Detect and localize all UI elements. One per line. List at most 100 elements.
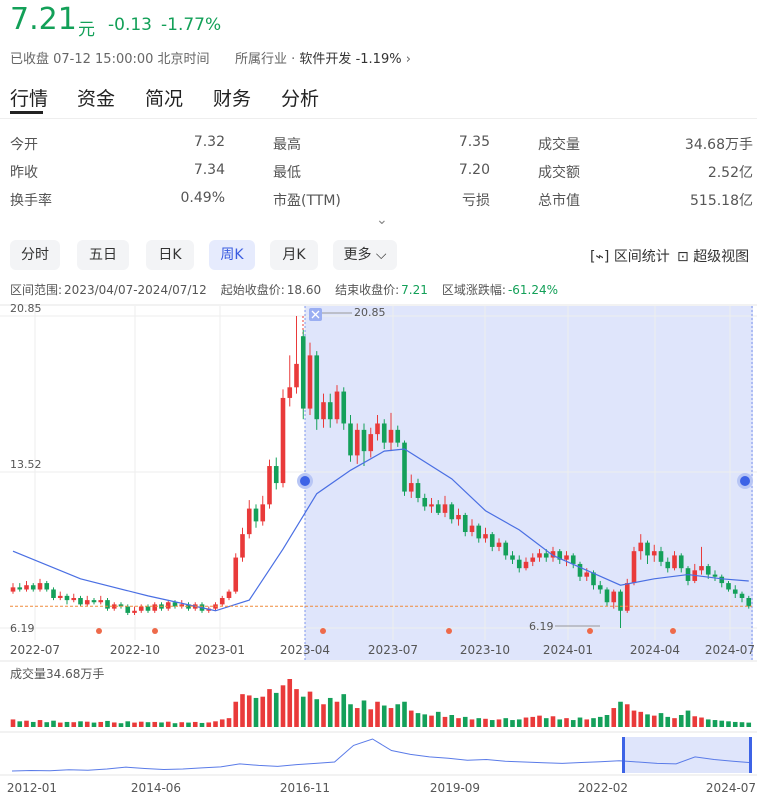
volume-bar: [442, 716, 448, 727]
volume-bar: [273, 692, 279, 727]
candle-body: [30, 585, 36, 590]
stat-label: 总市值: [538, 193, 580, 209]
candle-body: [260, 504, 266, 522]
volume-bar: [186, 722, 191, 727]
volume-bar: [631, 710, 637, 727]
volume-bar: [618, 701, 623, 727]
period-button[interactable]: 月K: [270, 240, 318, 270]
candle-body: [165, 602, 171, 609]
volume-bar: [307, 691, 313, 727]
volume-bar: [658, 713, 664, 727]
candle-body: [348, 423, 353, 456]
expand[interactable]: ⌄: [376, 212, 388, 228]
candle-body: [496, 542, 502, 547]
volume-bar: [550, 716, 556, 727]
candle-body: [186, 604, 191, 609]
candle-body: [591, 572, 596, 586]
volume-bar: [469, 719, 475, 727]
tab[interactable]: 行情: [10, 88, 49, 110]
industry-pct: -1.19%: [355, 52, 402, 67]
candle-body: [665, 561, 671, 569]
volume-bar: [678, 715, 684, 727]
overview-x-label: 2024-07: [706, 781, 756, 795]
volume-bar: [415, 713, 421, 727]
stat-label: 最高: [273, 137, 301, 153]
volume-bar: [564, 718, 569, 727]
period-button[interactable]: 周K: [209, 240, 255, 270]
volume-bar: [672, 718, 677, 727]
candle-body: [645, 542, 650, 556]
volume-bar: [172, 723, 178, 727]
period-button[interactable]: 分时: [10, 240, 60, 270]
volume-bar: [24, 720, 29, 727]
candle-body: [91, 600, 97, 603]
volume-bar: [665, 716, 671, 727]
candle-body: [395, 429, 401, 443]
stat-value: 7.35: [458, 134, 490, 150]
candle-body: [44, 583, 50, 590]
candle-body: [678, 555, 684, 569]
candle-body: [219, 597, 225, 605]
tab[interactable]: 简况: [145, 88, 184, 110]
candle-body: [449, 504, 455, 520]
info-label: 区域涨跌幅:: [441, 283, 506, 297]
event-dot: [152, 628, 158, 634]
x-tick-label: 2024-01: [543, 643, 593, 657]
volume-bar: [597, 716, 603, 727]
tab[interactable]: 财务: [213, 88, 252, 110]
period-label: 五日: [89, 247, 117, 263]
candle-body: [672, 555, 677, 569]
volume-bar: [624, 704, 630, 727]
volume-bar: [111, 722, 117, 727]
tab-underline: [10, 111, 43, 114]
candle-body: [746, 597, 752, 607]
period-button[interactable]: 更多 ⌵: [333, 240, 397, 270]
stat-label: 换手率: [10, 193, 52, 209]
candle-body: [125, 606, 131, 613]
volume-bar: [712, 720, 718, 727]
candle-body: [51, 589, 56, 598]
candle-body: [111, 604, 117, 609]
candle-body: [57, 595, 63, 598]
candle-body: [631, 551, 637, 584]
y-tick-label: 13.52: [10, 458, 42, 471]
candle-body: [327, 402, 333, 420]
low-label: 6.19: [529, 620, 554, 633]
candle-body: [651, 551, 657, 556]
overview-x-label: 2019-09: [430, 781, 480, 795]
candle-body: [503, 542, 509, 556]
volume-bar: [267, 689, 272, 727]
candle-body: [523, 561, 529, 569]
change: -0.13: [108, 15, 152, 35]
volume-bar: [354, 708, 360, 727]
candle-body: [10, 587, 16, 592]
tool-super[interactable]: ⊡ 超级视图: [677, 249, 750, 265]
period-button[interactable]: 日K: [146, 240, 194, 270]
range-handle: [740, 476, 750, 486]
industry-link[interactable]: 所属行业 · 软件开发 -1.19% ›: [235, 52, 411, 67]
tab[interactable]: 资金: [77, 88, 116, 110]
info-value: 18.60: [286, 283, 322, 297]
period-button[interactable]: 五日: [77, 240, 129, 270]
candle-body: [287, 387, 293, 398]
volume-bar: [44, 722, 50, 727]
candle-body: [402, 442, 407, 492]
candle-body: [280, 397, 286, 484]
volume-bar: [557, 719, 563, 727]
candle-body: [611, 591, 617, 603]
volume-bar: [530, 716, 536, 727]
candle-body: [705, 566, 711, 575]
tab[interactable]: 分析: [281, 88, 320, 110]
volume-bar: [584, 719, 590, 727]
volume-bar: [645, 714, 650, 727]
candle-body: [510, 555, 515, 560]
candle-body: [354, 429, 360, 456]
tool-range[interactable]: [⌁] 区间统计: [590, 249, 670, 265]
info-label: 起始收盘价:: [220, 283, 285, 297]
candle-body: [456, 514, 461, 520]
candle-body: [435, 504, 441, 513]
volume-bar: [435, 711, 441, 727]
range-handle: [300, 476, 310, 486]
overview-window: [624, 737, 752, 773]
volume-bar: [739, 722, 745, 727]
